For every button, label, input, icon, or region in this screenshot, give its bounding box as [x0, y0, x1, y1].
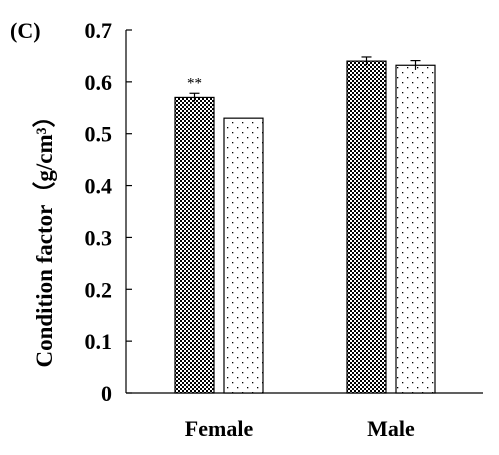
- annotations: **: [187, 75, 202, 91]
- y-tick-label: 0: [101, 381, 112, 406]
- bar-female-series-1: [174, 96, 215, 394]
- y-tick-label: 0.2: [85, 277, 113, 302]
- y-tick-label: 0.3: [85, 225, 113, 250]
- significance-annotation: **: [187, 75, 202, 91]
- y-tick-label: 0.6: [85, 70, 113, 95]
- bar-male-series-2: [395, 64, 436, 394]
- y-axis-unit: （g/cm³）: [31, 104, 57, 204]
- bar-male-series-1: [346, 60, 387, 394]
- error-bars: [189, 56, 421, 102]
- x-tick-label-female: Female: [185, 416, 254, 441]
- bar-female-series-2: [223, 117, 264, 394]
- x-tick-label-male: Male: [367, 416, 415, 441]
- y-tick-label: 0.5: [85, 122, 113, 147]
- y-ticks: 0 0.1 0.2 0.3 0.4 0.5 0.6 0.7: [85, 18, 132, 406]
- panel-label: (C): [10, 18, 41, 43]
- y-axis-title: Condition factor（g/cm³）: [31, 104, 57, 367]
- y-tick-label: 0.4: [85, 174, 113, 199]
- y-tick-label: 0.7: [85, 18, 113, 43]
- y-axis-label: Condition factor: [32, 205, 57, 368]
- y-tick-label: 0.1: [85, 329, 113, 354]
- x-labels: Female Male: [185, 416, 415, 441]
- bars: [174, 60, 436, 394]
